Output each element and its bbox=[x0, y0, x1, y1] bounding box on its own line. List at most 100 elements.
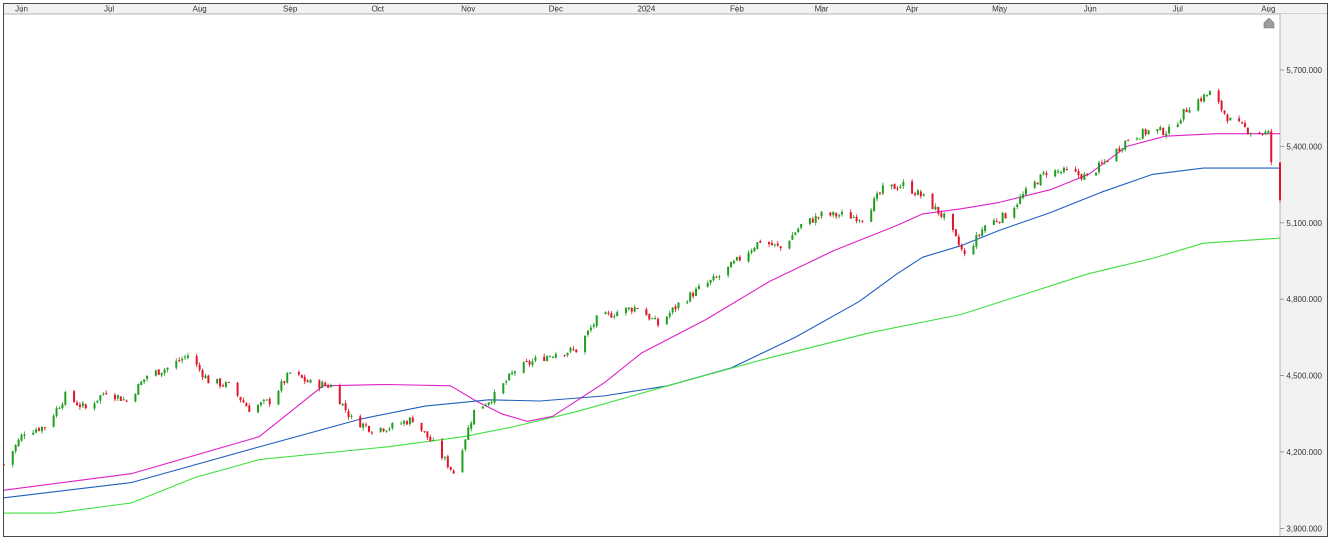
candle-body bbox=[604, 312, 607, 315]
candle-body bbox=[181, 358, 184, 361]
candle-body bbox=[706, 282, 709, 287]
candle-body bbox=[697, 285, 700, 289]
candle-body bbox=[73, 391, 76, 402]
candle-body bbox=[484, 404, 487, 407]
candle-body bbox=[20, 434, 23, 441]
candle-body bbox=[379, 427, 382, 432]
candle-body bbox=[1083, 174, 1086, 180]
date-tick-label: Mar bbox=[815, 5, 829, 14]
candle-body bbox=[327, 385, 330, 388]
candle-body bbox=[43, 427, 46, 429]
candle-body bbox=[1054, 170, 1057, 177]
candle-body bbox=[23, 434, 26, 436]
candle-body bbox=[1229, 117, 1232, 121]
candle-body bbox=[184, 356, 187, 358]
candle-body bbox=[689, 292, 692, 302]
date-tick-label: Feb bbox=[730, 5, 744, 14]
candle-body bbox=[841, 212, 844, 215]
candle-body bbox=[549, 356, 552, 358]
candle-body bbox=[525, 360, 528, 362]
candle-body bbox=[995, 220, 998, 222]
ma-line-green bbox=[4, 237, 1281, 514]
candle-body bbox=[403, 421, 406, 424]
candle-body bbox=[502, 383, 505, 394]
date-axis-band bbox=[4, 4, 1327, 14]
candle-body bbox=[773, 244, 776, 246]
candle-body bbox=[832, 211, 835, 216]
candle-body bbox=[1203, 94, 1206, 102]
candle-body bbox=[1264, 131, 1267, 135]
candle-body bbox=[134, 393, 137, 402]
candle-body bbox=[1115, 148, 1118, 162]
candle-body bbox=[984, 225, 987, 231]
candle-body bbox=[972, 245, 975, 255]
price-tick-label: 5,100.000 bbox=[1286, 219, 1322, 228]
candle-body bbox=[367, 425, 370, 432]
candle-body bbox=[160, 372, 163, 376]
candle-body bbox=[449, 466, 452, 470]
candle-body bbox=[280, 381, 283, 391]
candle-body bbox=[1176, 124, 1179, 127]
candle-body bbox=[1188, 109, 1191, 113]
candle-body bbox=[1179, 120, 1182, 124]
candle-body bbox=[1065, 169, 1068, 171]
candle-body bbox=[505, 381, 508, 383]
candle-body bbox=[446, 456, 449, 468]
candle-body bbox=[490, 402, 493, 404]
date-tick-label: Jun bbox=[1084, 5, 1097, 14]
candle-body bbox=[1208, 91, 1211, 96]
candle-body bbox=[17, 439, 20, 447]
candle-body bbox=[481, 406, 484, 409]
candle-body bbox=[1074, 169, 1077, 172]
candle-body bbox=[245, 403, 248, 407]
candle-body bbox=[814, 216, 817, 223]
candle-body bbox=[870, 209, 873, 222]
candle-body bbox=[896, 188, 899, 190]
candle-body bbox=[1223, 110, 1226, 114]
candle-body bbox=[981, 229, 984, 236]
moving-average-lines bbox=[3, 133, 1281, 514]
candle-body bbox=[738, 256, 741, 261]
candle-body bbox=[405, 421, 408, 425]
candle-body bbox=[1261, 133, 1264, 135]
candle-body bbox=[359, 416, 362, 428]
date-tick-label: 2024 bbox=[637, 5, 655, 14]
candle-body bbox=[487, 402, 490, 405]
candle-body bbox=[440, 440, 443, 459]
candle-body bbox=[78, 404, 81, 408]
candle-body bbox=[651, 318, 654, 320]
candle-body bbox=[330, 385, 333, 388]
candle-body bbox=[1217, 90, 1220, 103]
candle-body bbox=[624, 307, 627, 314]
candle-body bbox=[563, 354, 566, 356]
candle-body bbox=[52, 415, 55, 427]
candle-body bbox=[753, 248, 756, 252]
candle-body bbox=[543, 356, 546, 361]
candle-body bbox=[163, 369, 166, 374]
candle-body bbox=[166, 367, 169, 370]
candle-body bbox=[732, 261, 735, 264]
candle-body bbox=[1022, 194, 1025, 198]
candle-body bbox=[224, 382, 227, 387]
candle-body bbox=[665, 316, 668, 325]
candle-body bbox=[303, 376, 306, 382]
candle-body bbox=[919, 191, 922, 197]
candle-body bbox=[464, 439, 467, 450]
candle-body bbox=[674, 306, 677, 310]
candle-body bbox=[93, 403, 96, 409]
price-tick-label: 4,500.000 bbox=[1286, 372, 1322, 381]
last-price-marker-icon[interactable] bbox=[1263, 17, 1275, 29]
candle-body bbox=[1182, 108, 1185, 120]
candle-body bbox=[408, 417, 411, 424]
candle-body bbox=[175, 361, 178, 368]
candle-body bbox=[1206, 94, 1209, 96]
candle-body bbox=[876, 193, 879, 199]
candle-body bbox=[878, 192, 881, 194]
candle-body bbox=[262, 399, 265, 402]
candle-body bbox=[1013, 208, 1016, 218]
candle-body bbox=[914, 193, 917, 195]
candle-body bbox=[146, 376, 149, 379]
candle-body bbox=[157, 369, 160, 375]
candle-body bbox=[934, 206, 937, 210]
candle-body bbox=[569, 347, 572, 352]
